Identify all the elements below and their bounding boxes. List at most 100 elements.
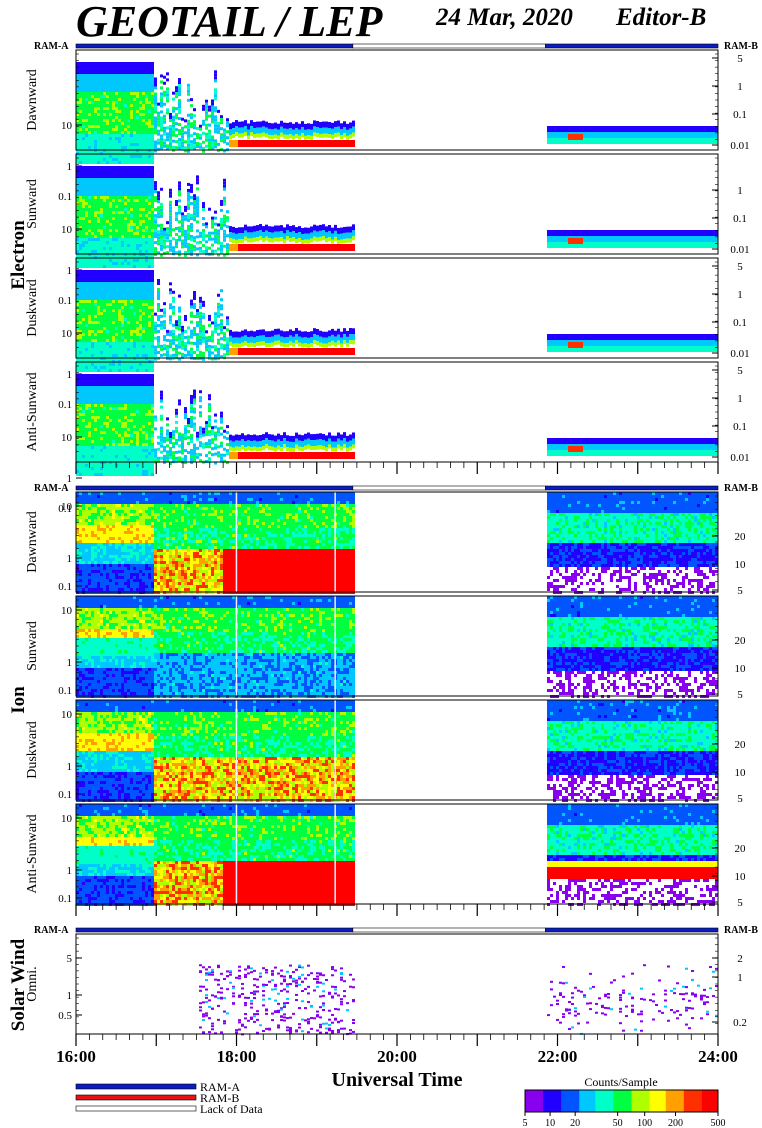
time-axis-ticks — [75, 1034, 719, 1046]
left-tick-label: 1 — [67, 990, 73, 1002]
panel-label: Sunward — [25, 621, 40, 671]
group-label-solar-wind: Solar Wind — [8, 938, 29, 1031]
left-tick-label: 0.1 — [58, 191, 72, 203]
left-tick-label: 1 — [67, 473, 73, 485]
panel-ion-duskward — [75, 699, 719, 802]
right-tick-label: 5 — [737, 585, 743, 597]
plot-title: GEOTAIL / LEP — [76, 0, 382, 47]
right-tick-label: 2 — [737, 953, 743, 965]
ram-segment — [75, 43, 354, 49]
right-tick-label: 0.1 — [733, 421, 747, 433]
right-tick-label: 0.01 — [730, 140, 749, 152]
panel-label: Anti-Sunward — [25, 372, 40, 451]
left-tick-label: 1 — [67, 161, 73, 173]
legend-swatch — [75, 1094, 197, 1101]
left-tick-label: 1 — [67, 865, 73, 877]
right-tick-label: 20 — [735, 843, 747, 855]
legend-label: RAM-B — [200, 1091, 239, 1105]
legend-swatch — [75, 1105, 197, 1112]
x-tick-label: 22:00 — [538, 1047, 578, 1066]
colorbar-title: Counts/Sample — [584, 1075, 657, 1089]
ram-label-left: RAM-A — [34, 483, 69, 494]
left-tick-label: 0.1 — [58, 295, 72, 307]
right-tick-label: 20 — [735, 739, 747, 751]
left-tick-label: 0.1 — [58, 503, 72, 515]
ram-segment — [545, 927, 719, 933]
left-tick-label: 1 — [67, 265, 73, 277]
panel-electron-anti-sunward — [75, 361, 719, 509]
time-axis-ticks — [75, 904, 719, 916]
left-tick-label: 10 — [61, 328, 73, 340]
ram-legend — [75, 1083, 197, 1112]
left-tick-label: 1 — [67, 369, 73, 381]
left-tick-label: 0.1 — [58, 789, 72, 801]
left-tick-label: 10 — [61, 813, 73, 825]
x-tick-label: 16:00 — [56, 1047, 96, 1066]
ram-bar-electron — [75, 43, 719, 49]
right-tick-label: 5 — [737, 793, 743, 805]
right-tick-label: 0.1 — [733, 317, 747, 329]
ram-label-right: RAM-B — [724, 483, 758, 494]
ram-label-left: RAM-A — [34, 41, 69, 52]
right-tick-label: 10 — [735, 871, 747, 883]
ram-label-right: RAM-B — [724, 925, 758, 936]
ram-label-right: RAM-B — [724, 41, 758, 52]
panel-label: Omni. — [25, 966, 40, 1001]
left-tick-label: 0.1 — [58, 893, 72, 905]
right-tick-label: 5 — [737, 261, 743, 273]
ram-segment — [75, 485, 354, 491]
right-tick-label: 1 — [737, 185, 743, 197]
ram-bar-ion — [75, 485, 719, 491]
left-tick-label: 10 — [61, 709, 73, 721]
right-tick-label: 5 — [737, 53, 743, 65]
right-tick-label: 1 — [737, 393, 743, 405]
x-tick-label: 24:00 — [698, 1047, 738, 1066]
right-tick-label: 20 — [735, 635, 747, 647]
right-tick-label: 10 — [735, 559, 747, 571]
panel-electron-sunward — [75, 153, 719, 301]
panel-ion-anti-sunward — [75, 803, 719, 906]
ram-segment — [352, 485, 546, 491]
right-tick-label: 0.2 — [733, 1017, 747, 1029]
colorbar-tick-label: 5 — [523, 1118, 528, 1128]
x-tick-label: 20:00 — [377, 1047, 417, 1066]
panel-label: Dawnward — [25, 69, 40, 130]
right-tick-label: 5 — [737, 689, 743, 701]
panel-label: Dawnward — [25, 511, 40, 572]
right-tick-label: 5 — [737, 897, 743, 909]
colorbar-tick-label: 20 — [570, 1118, 580, 1128]
group-label-ion: Ion — [8, 686, 29, 714]
ram-segment — [545, 485, 719, 491]
right-tick-label: 10 — [735, 663, 747, 675]
ram-segment — [75, 927, 354, 933]
left-tick-label: 10 — [61, 120, 73, 132]
colorbar-tick-label: 500 — [711, 1118, 726, 1128]
left-tick-label: 10 — [61, 432, 73, 444]
x-axis-label: Universal Time — [332, 1069, 463, 1091]
panel-ion-sunward — [75, 595, 719, 698]
left-tick-label: 1 — [67, 761, 73, 773]
colorbar-tick-label: 100 — [637, 1118, 652, 1128]
ram-label-left: RAM-A — [34, 925, 69, 936]
panel-label: Sunward — [25, 179, 40, 229]
panel-electron-duskward — [75, 257, 719, 405]
left-tick-label: 0.5 — [58, 1010, 72, 1022]
right-tick-label: 0.1 — [733, 213, 747, 225]
right-tick-label: 1 — [737, 972, 743, 984]
x-tick-label: 18:00 — [217, 1047, 257, 1066]
left-tick-label: 0.1 — [58, 685, 72, 697]
right-tick-label: 0.01 — [730, 244, 749, 256]
left-tick-label: 0.1 — [58, 581, 72, 593]
right-tick-label: 10 — [735, 767, 747, 779]
ram-segment — [352, 43, 546, 49]
left-tick-label: 10 — [61, 605, 73, 617]
left-tick-label: 5 — [67, 953, 73, 965]
legend-swatch — [75, 1083, 197, 1090]
colorbar-tick-label: 200 — [668, 1118, 683, 1128]
panel-label: Anti-Sunward — [25, 814, 40, 893]
panel-solar-wind-omni- — [75, 933, 719, 1036]
left-tick-label: 1 — [67, 657, 73, 669]
right-tick-label: 20 — [735, 531, 747, 543]
right-tick-label: 0.1 — [733, 109, 747, 121]
